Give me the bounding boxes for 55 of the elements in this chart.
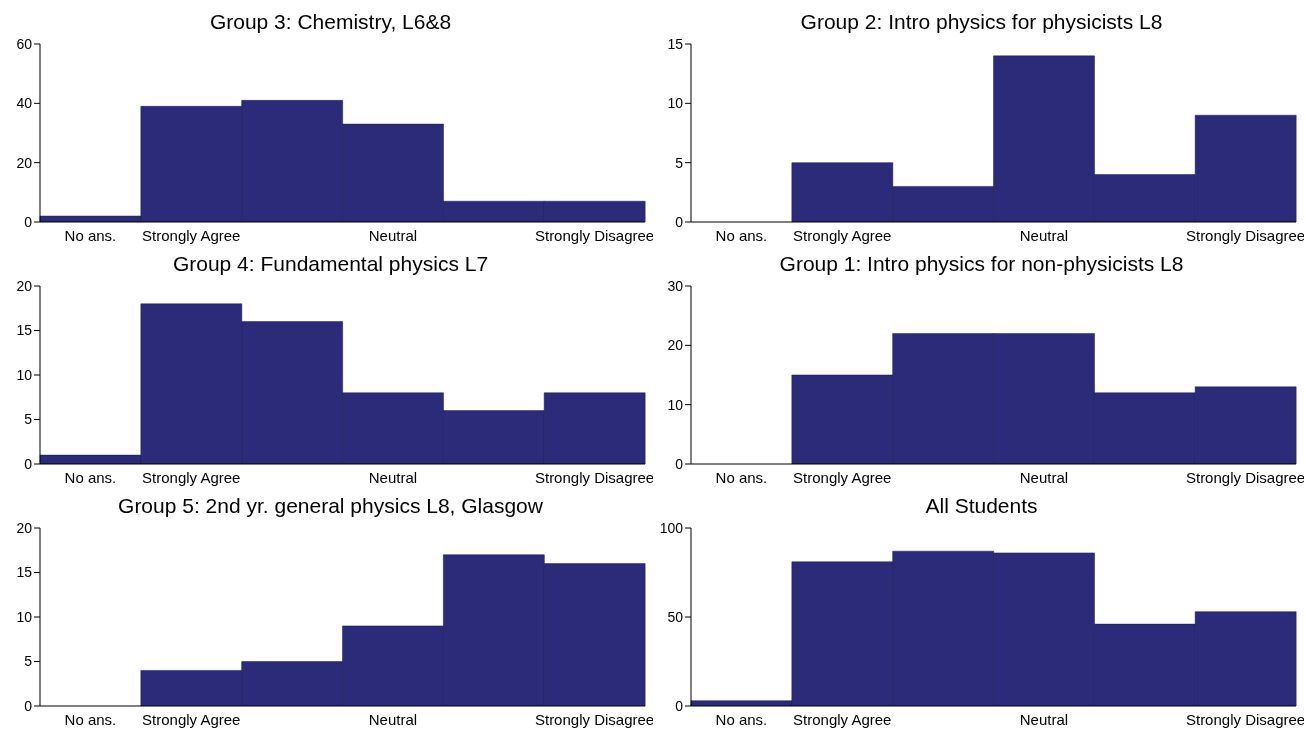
x-tick-label: No ans.: [64, 468, 117, 486]
y-tick-label: 0: [24, 455, 33, 472]
x-tick-label: Strongly Disagree: [1185, 468, 1306, 486]
x-tick-label: Strongly Agree: [142, 226, 241, 244]
y-tick-label: 20: [667, 337, 684, 354]
y-tick-label: 10: [667, 396, 684, 413]
x-tick-label: Strongly Agree: [793, 468, 892, 486]
x-tick-label: No ans.: [715, 710, 768, 728]
y-tick-label: 30: [667, 277, 684, 294]
x-tick-label: Strongly Agree: [793, 710, 892, 728]
y-tick-label: 20: [16, 519, 33, 536]
y-tick-label: 50: [667, 608, 684, 625]
x-tick-label: Neutral: [1019, 468, 1069, 486]
chart-title: Group 4: Fundamental physics L7: [171, 251, 490, 277]
x-tick-label: Strongly Agree: [142, 710, 241, 728]
x-tick-label: Strongly Disagree: [1185, 226, 1306, 244]
y-tick-label: 15: [667, 35, 684, 52]
x-tick-label: Neutral: [1019, 710, 1069, 728]
y-tick-label: 15: [16, 564, 33, 581]
x-tick-label: Strongly Agree: [142, 468, 241, 486]
y-tick-label: 10: [16, 608, 33, 625]
x-tick-label: Strongly Disagree: [534, 226, 655, 244]
x-tick-label: No ans.: [64, 710, 117, 728]
y-tick-label: 0: [24, 213, 33, 230]
y-tick-label: 5: [675, 154, 684, 171]
y-tick-label: 20: [16, 154, 33, 171]
y-tick-label: 15: [16, 322, 33, 339]
chart-title: Group 5: 2nd yr. general physics L8, Glasgow: [117, 493, 544, 519]
y-tick-label: 40: [16, 95, 33, 112]
x-tick-label: Neutral: [368, 468, 418, 486]
x-tick-label: Neutral: [1019, 226, 1069, 244]
y-tick-label: 0: [675, 697, 684, 714]
y-tick-label: 100: [659, 519, 684, 536]
chart-title: Group 2: Intro physics for physicists L8: [799, 9, 1164, 35]
x-tick-label: No ans.: [715, 226, 768, 244]
y-tick-label: 60: [16, 35, 33, 52]
y-tick-label: 20: [16, 277, 33, 294]
x-tick-label: Strongly Disagree: [1185, 710, 1306, 728]
y-tick-label: 5: [24, 411, 33, 428]
x-tick-label: Strongly Disagree: [534, 468, 655, 486]
y-tick-label: 10: [16, 366, 33, 383]
y-tick-label: 0: [675, 213, 684, 230]
y-tick-label: 5: [24, 653, 33, 670]
chart-title: All Students: [924, 493, 1039, 519]
y-tick-label: 0: [675, 455, 684, 472]
x-tick-label: No ans.: [715, 468, 768, 486]
x-tick-label: Strongly Disagree: [534, 710, 655, 728]
y-tick-label: 10: [667, 95, 684, 112]
x-tick-label: Strongly Agree: [793, 226, 892, 244]
chart-title: Group 3: Chemistry, L6&8: [208, 9, 453, 35]
chart-title: Group 1: Intro physics for non-physicists L8: [778, 251, 1185, 277]
x-tick-label: No ans.: [64, 226, 117, 244]
x-tick-label: Neutral: [368, 710, 418, 728]
y-tick-label: 0: [24, 697, 33, 714]
x-tick-label: Neutral: [368, 226, 418, 244]
